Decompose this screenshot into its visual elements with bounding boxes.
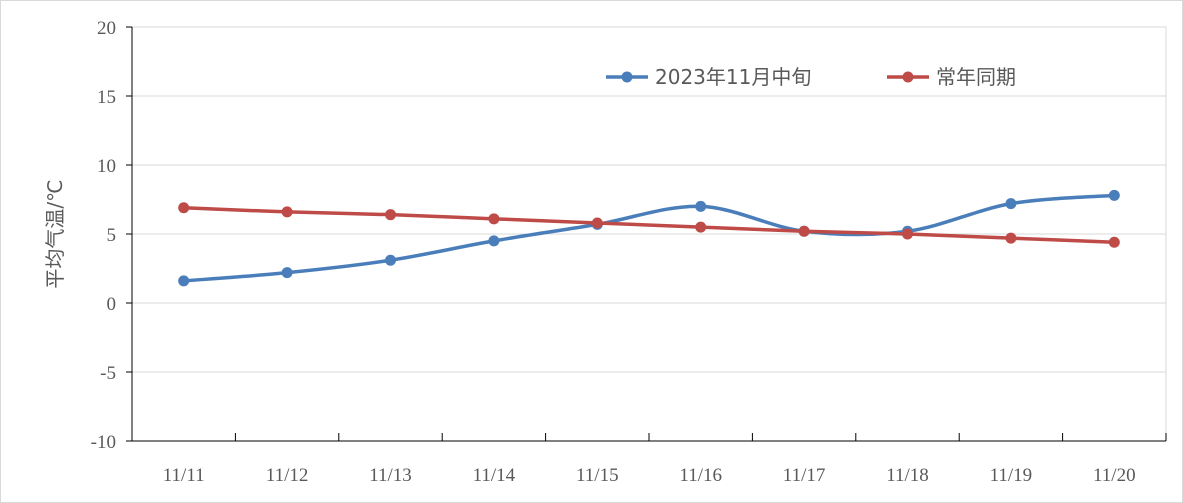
data-point[interactable] <box>1108 189 1120 201</box>
series-line <box>181 193 1117 283</box>
legend-item-2[interactable]: 常年同期 <box>887 65 1016 89</box>
x-tick-label: 11/19 <box>990 465 1033 486</box>
data-point[interactable] <box>591 217 603 229</box>
y-tick-label: -10 <box>91 432 116 453</box>
legend[interactable]: 2023年11月中旬 常年同期 <box>606 65 1016 89</box>
x-tick-label: 11/20 <box>1093 465 1136 486</box>
series-line <box>181 206 1117 245</box>
data-point[interactable] <box>1108 236 1120 248</box>
data-point[interactable] <box>695 200 707 212</box>
data-point[interactable] <box>178 202 190 214</box>
legend-label: 2023年11月中旬 <box>655 65 811 89</box>
data-point[interactable] <box>488 213 500 225</box>
data-point[interactable] <box>385 254 396 266</box>
y-tick-label: 10 <box>97 156 116 177</box>
data-point[interactable] <box>281 206 293 218</box>
data-point[interactable] <box>902 228 913 240</box>
data-point[interactable] <box>1005 198 1017 210</box>
data-point[interactable] <box>695 221 707 233</box>
y-tick-label: 15 <box>97 87 116 108</box>
x-tick-label: 11/11 <box>163 465 205 486</box>
x-tick-label: 11/15 <box>576 465 619 486</box>
y-tick-label: 20 <box>97 18 116 39</box>
x-tick-label: 11/13 <box>369 465 412 486</box>
x-tick-label: 11/12 <box>266 465 309 486</box>
legend-marker <box>621 71 633 83</box>
x-tick-labels: 11/11 11/12 11/13 11/14 11/15 11/16 11/17 11/18… <box>163 465 1136 486</box>
legend-label: 常年同期 <box>936 65 1016 89</box>
data-point[interactable] <box>385 209 396 221</box>
y-axis-label: 平均气温/℃ <box>43 179 67 288</box>
data-point[interactable] <box>178 275 190 287</box>
data-point[interactable] <box>281 267 293 279</box>
data-point[interactable] <box>488 235 500 247</box>
series-1 <box>178 189 1120 287</box>
series-2 <box>178 202 1120 248</box>
x-tick-label: 11/14 <box>473 465 516 486</box>
data-point[interactable] <box>1005 232 1017 244</box>
y-tick-label: 0 <box>107 294 117 315</box>
y-tick-label: 5 <box>107 225 117 246</box>
y-tick-labels: 20 15 10 5 0 -5 -10 <box>91 18 116 453</box>
x-tick-label: 11/17 <box>783 465 826 486</box>
y-tick-label: -5 <box>100 363 116 384</box>
x-tick-label: 11/16 <box>679 465 722 486</box>
data-point[interactable] <box>798 225 810 237</box>
axes <box>126 26 1167 442</box>
x-tick-label: 11/18 <box>886 465 929 486</box>
legend-item-1[interactable]: 2023年11月中旬 <box>606 65 811 89</box>
legend-marker <box>902 71 914 83</box>
gridlines <box>132 26 1166 373</box>
series-group <box>178 189 1120 287</box>
